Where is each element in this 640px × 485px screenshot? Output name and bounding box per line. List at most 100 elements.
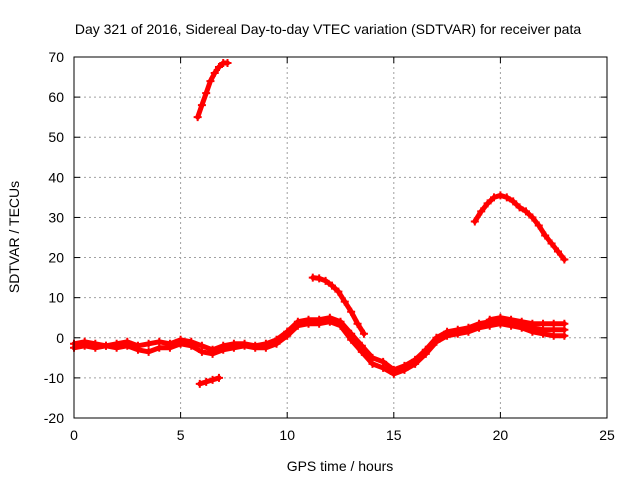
x-axis-label: GPS time / hours xyxy=(287,458,394,474)
data-point xyxy=(517,317,526,326)
data-point xyxy=(541,231,550,240)
data-point xyxy=(515,203,524,212)
data-point xyxy=(528,319,537,328)
data-point xyxy=(539,329,548,338)
data-point xyxy=(485,315,494,324)
data-point xyxy=(283,331,292,340)
data-point xyxy=(553,247,562,256)
data-point xyxy=(197,101,206,110)
x-tick-label: 10 xyxy=(279,427,295,443)
data-point xyxy=(80,341,89,350)
y-tick-label: 50 xyxy=(48,129,64,145)
data-point xyxy=(325,317,334,326)
data-layer xyxy=(70,59,569,388)
data-point xyxy=(223,59,232,68)
data-point xyxy=(359,329,368,338)
data-point xyxy=(321,276,330,285)
data-point xyxy=(443,331,452,340)
data-point xyxy=(144,339,153,348)
data-point xyxy=(353,319,362,328)
data-point xyxy=(470,217,479,226)
data-point xyxy=(195,379,204,388)
data-point xyxy=(214,373,223,382)
data-point xyxy=(293,321,302,330)
data-point xyxy=(340,297,349,306)
data-point xyxy=(475,323,484,332)
data-point xyxy=(400,365,409,374)
data-point xyxy=(496,313,505,322)
data-point xyxy=(560,319,569,328)
data-point xyxy=(411,359,420,368)
data-point xyxy=(464,327,473,336)
y-tick-label: 60 xyxy=(48,89,64,105)
data-point xyxy=(155,343,164,352)
data-point xyxy=(272,339,281,348)
y-tick-label: 10 xyxy=(48,290,64,306)
data-point xyxy=(336,321,345,330)
data-point xyxy=(368,359,377,368)
data-point xyxy=(521,207,530,216)
data-point xyxy=(304,319,313,328)
x-tick-label: 5 xyxy=(177,427,185,443)
data-point xyxy=(421,349,430,358)
data-point xyxy=(357,347,366,356)
x-tick-label: 25 xyxy=(599,427,615,443)
data-point xyxy=(334,287,343,296)
plot-frame xyxy=(73,56,608,419)
y-tick-label: -20 xyxy=(44,410,64,426)
data-point xyxy=(347,307,356,316)
data-point xyxy=(539,319,548,328)
data-point xyxy=(549,319,558,328)
x-tick-label: 15 xyxy=(386,427,402,443)
data-point xyxy=(208,349,217,358)
grid xyxy=(74,57,607,418)
data-point xyxy=(389,369,398,378)
data-point xyxy=(315,319,324,328)
data-point xyxy=(240,341,249,350)
data-point xyxy=(549,331,558,340)
data-point xyxy=(193,113,202,122)
y-axis-label: SDTVAR / TECUs xyxy=(6,181,22,293)
data-point xyxy=(176,339,185,348)
data-point xyxy=(528,213,537,222)
x-tick-label: 20 xyxy=(493,427,509,443)
data-point xyxy=(112,343,121,352)
data-point xyxy=(560,331,569,340)
data-point xyxy=(432,337,441,346)
data-point xyxy=(483,199,492,208)
data-point xyxy=(101,341,110,350)
x-tick-label: 0 xyxy=(70,427,78,443)
data-point xyxy=(528,327,537,336)
chart-title: Day 321 of 2016, Sidereal Day-to-day VTE… xyxy=(75,21,582,37)
y-tick-label: 0 xyxy=(56,330,64,346)
data-point xyxy=(347,335,356,344)
data-point xyxy=(91,343,100,352)
data-point xyxy=(210,69,219,78)
data-point xyxy=(560,255,569,264)
data-point xyxy=(496,191,505,200)
data-point xyxy=(477,207,486,216)
y-tick-label: 20 xyxy=(48,250,64,266)
data-point xyxy=(379,363,388,372)
data-point xyxy=(219,345,228,354)
data-point xyxy=(187,341,196,350)
y-tick-label: 70 xyxy=(48,49,64,65)
data-point xyxy=(547,239,556,248)
y-tick-label: 30 xyxy=(48,209,64,225)
data-point xyxy=(534,221,543,230)
data-point xyxy=(133,345,142,354)
data-point xyxy=(123,341,132,350)
data-point xyxy=(229,343,238,352)
data-point xyxy=(327,281,336,290)
data-point xyxy=(197,347,206,356)
axis-ticks: 0 5 10 15 20 25 -20 -10 0 10 20 30 40 50 60 70 xyxy=(44,49,615,443)
data-point xyxy=(208,375,217,384)
data-point xyxy=(251,343,260,352)
data-point xyxy=(202,377,211,386)
data-point xyxy=(165,343,174,352)
data-point xyxy=(507,315,516,324)
y-tick-label: -10 xyxy=(44,370,64,386)
data-point xyxy=(214,63,223,72)
y-tick-label: 40 xyxy=(48,169,64,185)
